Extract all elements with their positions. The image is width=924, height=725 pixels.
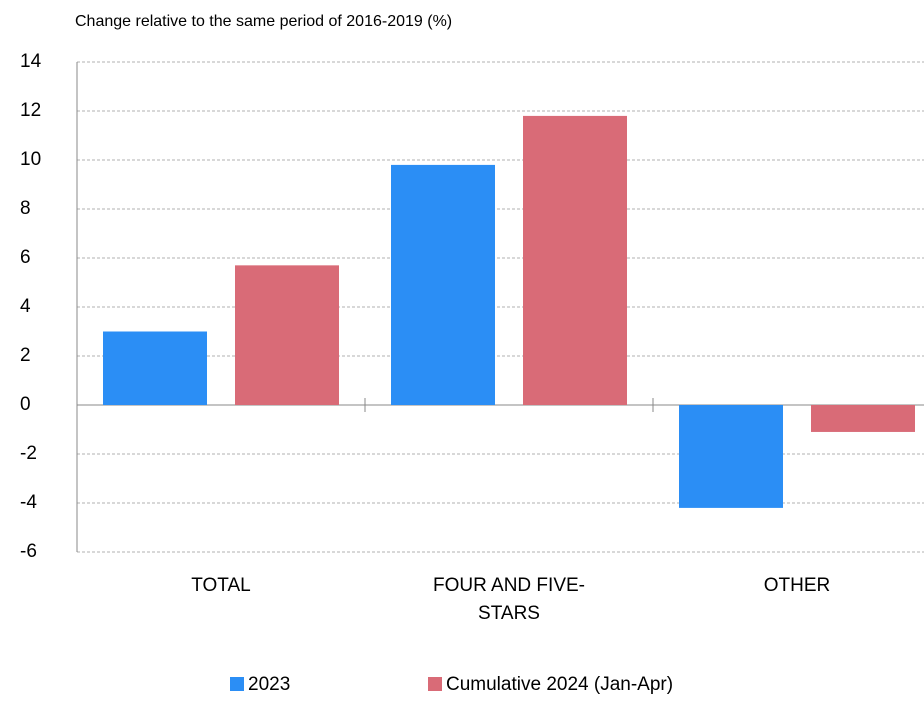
legend-swatch <box>230 677 244 691</box>
bar <box>103 331 207 405</box>
y-tick-label: 8 <box>20 198 31 219</box>
x-tick-label: OTHER <box>763 575 831 596</box>
y-tick-label: -6 <box>20 541 37 562</box>
bar <box>679 405 783 508</box>
chart-title: Change relative to the same period of 20… <box>75 13 452 30</box>
y-tick-label: 14 <box>20 51 42 72</box>
bar <box>523 115 627 406</box>
y-tick-label: 10 <box>20 149 41 170</box>
y-tick-label: -2 <box>20 443 37 464</box>
y-tick-label: 2 <box>20 345 31 366</box>
x-tick-label: TOTAL <box>191 575 251 596</box>
bar <box>391 164 495 405</box>
y-tick-label: -4 <box>20 492 37 513</box>
x-tick-label: FOUR AND FIVE-STARS <box>432 575 585 624</box>
y-tick-label: 6 <box>20 247 31 268</box>
legend-label: 2023 <box>248 674 290 695</box>
bar <box>811 405 915 432</box>
y-tick-label: 0 <box>20 394 31 415</box>
legend-label: Cumulative 2024 (Jan-Apr) <box>446 674 673 695</box>
bar <box>235 265 339 405</box>
legend-swatch <box>428 677 442 691</box>
y-tick-label: 12 <box>20 100 41 121</box>
y-tick-label: 4 <box>20 296 31 317</box>
